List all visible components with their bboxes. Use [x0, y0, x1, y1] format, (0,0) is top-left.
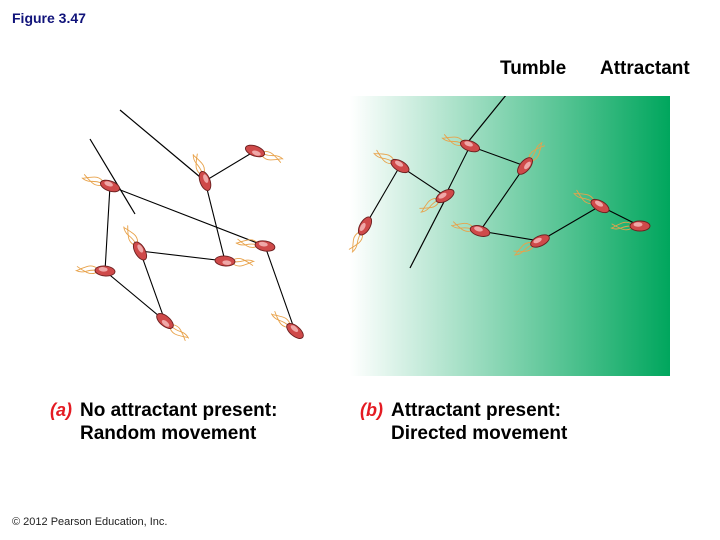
- caption-b-text: Attractant present: Directed movement: [391, 400, 567, 446]
- diagram-svg: [50, 96, 670, 376]
- copyright: © 2012 Pearson Education, Inc.: [12, 516, 167, 528]
- page: Figure 3.47 Tumble Attractant Tumble Run…: [0, 0, 720, 540]
- caption-a-tag: (a): [50, 400, 72, 422]
- caption-b: (b) Attractant present: Directed movemen…: [360, 400, 670, 446]
- caption-b-tag: (b): [360, 400, 383, 422]
- caption-a: (a) No attractant present: Random moveme…: [50, 400, 360, 446]
- diagram-area: [50, 96, 670, 376]
- captions: (a) No attractant present: Random moveme…: [50, 400, 670, 446]
- label-attractant: Attractant: [600, 58, 690, 80]
- figure-label: Figure 3.47: [12, 10, 86, 26]
- label-tumble-b: Tumble: [500, 58, 566, 80]
- caption-a-text: No attractant present: Random movement: [80, 400, 277, 446]
